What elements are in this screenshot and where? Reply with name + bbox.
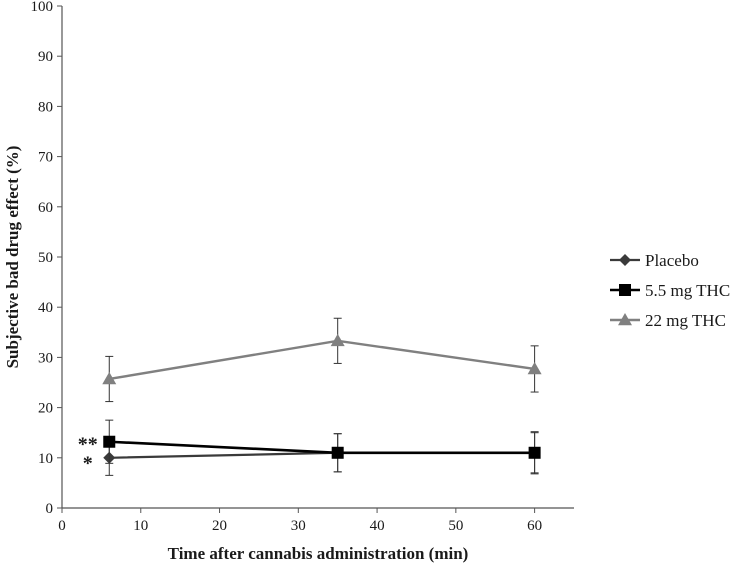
legend-label: Placebo xyxy=(645,251,699,270)
y-tick-label: 50 xyxy=(38,250,53,266)
series-line xyxy=(109,440,535,455)
legend-item: 5.5 mg THC xyxy=(610,281,730,300)
series-line xyxy=(109,339,535,381)
y-tick-label: 0 xyxy=(46,501,54,517)
significance-marker: * xyxy=(83,452,93,474)
significance-marker: ** xyxy=(78,434,98,456)
data-point xyxy=(103,435,116,448)
y-tick-label: 90 xyxy=(38,49,53,65)
y-tick-label: 40 xyxy=(38,300,53,316)
legend-marker xyxy=(619,254,631,266)
x-tick-label: 30 xyxy=(291,518,306,534)
legend-label: 5.5 mg THC xyxy=(645,281,730,300)
y-tick-label: 10 xyxy=(38,451,53,467)
series-group xyxy=(102,317,542,476)
data-point xyxy=(527,361,542,375)
series-22-mg-thc xyxy=(102,317,542,403)
tick-labels: 0 10 20 30 40 50 60 70 80 90 100 0 10 20 30 40 50 60 xyxy=(31,0,543,534)
series-5-5-mg-thc xyxy=(103,419,541,475)
x-tick-label: 60 xyxy=(527,518,542,534)
y-tick-label: 70 xyxy=(38,150,53,166)
x-tick-label: 0 xyxy=(58,518,66,534)
legend-marker xyxy=(618,313,632,326)
legend: Placebo 5.5 mg THC 22 mg THC xyxy=(610,251,730,330)
annotations: *** xyxy=(78,434,98,475)
legend-marker xyxy=(619,284,631,296)
x-tick-label: 40 xyxy=(370,518,385,534)
axes xyxy=(57,5,574,513)
data-point xyxy=(331,446,344,459)
x-tick-label: 20 xyxy=(212,518,227,534)
legend-label: 22 mg THC xyxy=(645,311,726,330)
y-tick-label: 30 xyxy=(38,350,53,366)
y-tick-label: 80 xyxy=(38,99,53,115)
x-tick-label: 10 xyxy=(133,518,148,534)
data-point xyxy=(102,371,117,385)
x-axis-title: Time after cannabis administration (min) xyxy=(168,544,469,563)
data-point xyxy=(330,333,345,347)
y-axis-title: Subjective bad drug effect (%) xyxy=(3,146,22,369)
y-tick-label: 20 xyxy=(38,401,53,417)
legend-item: Placebo xyxy=(610,251,699,270)
y-tick-label: 60 xyxy=(38,200,53,216)
legend-item: 22 mg THC xyxy=(610,311,726,330)
y-tick-label: 100 xyxy=(31,0,54,15)
data-point xyxy=(528,446,541,459)
x-tick-label: 50 xyxy=(448,518,463,534)
